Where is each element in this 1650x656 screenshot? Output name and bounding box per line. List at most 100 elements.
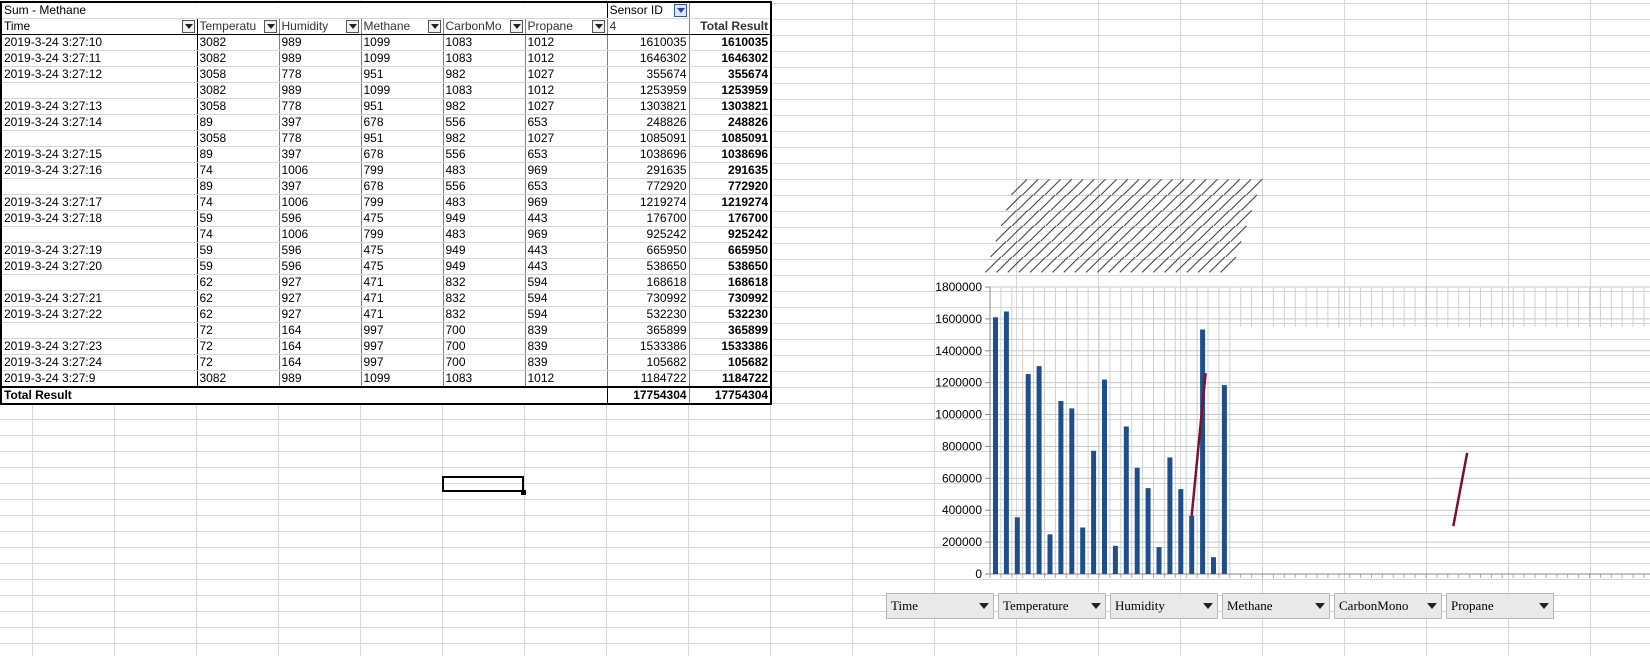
cell-humidity[interactable]: 596 [279,242,362,259]
cell-humidity[interactable]: 164 [279,354,362,371]
bar-20[interactable] [1200,329,1206,574]
bar-3[interactable] [1014,517,1020,574]
total-label[interactable]: Total Result [1,386,608,405]
bar-12[interactable] [1112,545,1118,574]
cell-total[interactable]: 355674 [688,66,772,83]
cell-total[interactable]: 365899 [688,322,772,339]
cell-humidity[interactable]: 989 [279,82,362,99]
cell-fill-handle[interactable] [521,490,526,495]
cell-temperature[interactable]: 74 [197,162,280,179]
cell-propane[interactable]: 443 [525,258,608,275]
cell-carbonmono[interactable]: 1083 [443,82,526,99]
cell-methane[interactable]: 799 [361,194,444,211]
cell-value[interactable]: 1219274 [607,194,690,211]
cell-carbonmono[interactable]: 1083 [443,34,526,51]
cell-value[interactable]: 105682 [607,354,690,371]
cell-propane[interactable]: 594 [525,274,608,291]
bar-10[interactable] [1091,450,1097,574]
cell-total[interactable]: 105682 [688,354,772,371]
cell-time[interactable]: 2019-3-24 3:27:15 [1,146,198,163]
cell-methane[interactable]: 951 [361,130,444,147]
cell-methane[interactable]: 951 [361,98,444,115]
cell-total[interactable]: 925242 [688,226,772,243]
cell-total[interactable]: 1184722 [688,370,772,388]
grand-total[interactable]: 17754304 [688,386,772,405]
cell-carbonmono[interactable]: 556 [443,114,526,131]
cell-value[interactable]: 1533386 [607,338,690,355]
cell-value[interactable]: 532230 [607,306,690,323]
header-propane[interactable]: Propane [525,18,608,35]
cell-time[interactable]: 2019-3-24 3:27:18 [1,210,198,227]
cell-carbonmono[interactable]: 949 [443,210,526,227]
cell-carbonmono[interactable]: 700 [443,354,526,371]
cell-total[interactable]: 665950 [688,242,772,259]
bar-5[interactable] [1036,366,1042,574]
bar-11[interactable] [1102,379,1107,574]
cell-propane[interactable]: 1012 [525,82,608,99]
cell-total[interactable]: 176700 [688,210,772,227]
cell-temperature[interactable]: 89 [197,114,280,131]
series-line-2[interactable] [1452,452,1469,527]
cell-methane[interactable]: 997 [361,338,444,355]
cell-humidity[interactable]: 927 [279,306,362,323]
field-button-temperature[interactable]: Temperature [998,593,1106,619]
header-time-dropdown[interactable] [181,20,195,33]
bar-13[interactable] [1123,426,1129,574]
cell-humidity[interactable]: 596 [279,258,362,275]
cell-carbonmono[interactable]: 949 [443,258,526,275]
cell-total[interactable]: 538650 [688,258,772,275]
header-temperature-dropdown[interactable] [263,20,277,33]
cell-methane[interactable]: 475 [361,210,444,227]
cell-value[interactable]: 1184722 [607,370,690,388]
bar-21[interactable] [1211,557,1216,574]
cell-time[interactable]: 2019-3-24 3:27:24 [1,354,198,371]
header-propane-dropdown[interactable] [591,20,605,33]
cell-propane[interactable]: 653 [525,114,608,131]
cell-carbonmono[interactable]: 982 [443,66,526,83]
cell-total[interactable]: 730992 [688,290,772,307]
cell-methane[interactable]: 997 [361,354,444,371]
cell-total[interactable]: 1303821 [688,98,772,115]
bar-7[interactable] [1058,400,1064,574]
cell-total[interactable]: 1253959 [688,82,772,99]
sensor-id-field[interactable]: Sensor ID [607,2,690,19]
cell-carbonmono[interactable]: 832 [443,306,526,323]
cell-methane[interactable]: 475 [361,258,444,275]
cell-propane[interactable]: 969 [525,162,608,179]
bar-17[interactable] [1167,457,1173,574]
cell-temperature[interactable]: 3058 [197,98,280,115]
selected-cell-cursor[interactable] [442,476,524,492]
cell-humidity[interactable]: 989 [279,34,362,51]
cell-value[interactable]: 291635 [607,162,690,179]
cell-time[interactable]: 2019-3-24 3:27:16 [1,162,198,179]
cell-value[interactable]: 355674 [607,66,690,83]
cell-humidity[interactable]: 397 [279,114,362,131]
cell-methane[interactable]: 471 [361,306,444,323]
cell-value[interactable]: 176700 [607,210,690,227]
cell-total[interactable]: 291635 [688,162,772,179]
cell-carbonmono[interactable]: 700 [443,338,526,355]
cell-propane[interactable]: 443 [525,210,608,227]
header-methane[interactable]: Methane [361,18,444,35]
cell-total[interactable]: 248826 [688,114,772,131]
header-carbonmono-dropdown[interactable] [509,20,523,33]
field-button-propane[interactable]: Propane [1446,593,1554,619]
cell-propane[interactable]: 594 [525,306,608,323]
cell-temperature[interactable]: 74 [197,194,280,211]
header-total-result[interactable]: Total Result [688,18,772,35]
cell-humidity[interactable]: 1006 [279,162,362,179]
cell-temperature[interactable]: 59 [197,258,280,275]
cell-methane[interactable]: 1099 [361,82,444,99]
cell-carbonmono[interactable]: 483 [443,162,526,179]
cell-time[interactable]: 2019-3-24 3:27:11 [1,50,198,67]
header-humidity-dropdown[interactable] [345,20,359,33]
cell-time[interactable]: 2019-3-24 3:27:20 [1,258,198,275]
cell-methane[interactable]: 471 [361,290,444,307]
field-button-time[interactable]: Time [886,593,994,619]
bar-9[interactable] [1080,527,1086,574]
cell-temperature[interactable]: 59 [197,210,280,227]
cell-total[interactable]: 1646302 [688,50,772,67]
bar-1[interactable] [993,317,998,574]
cell-propane[interactable]: 839 [525,354,608,371]
